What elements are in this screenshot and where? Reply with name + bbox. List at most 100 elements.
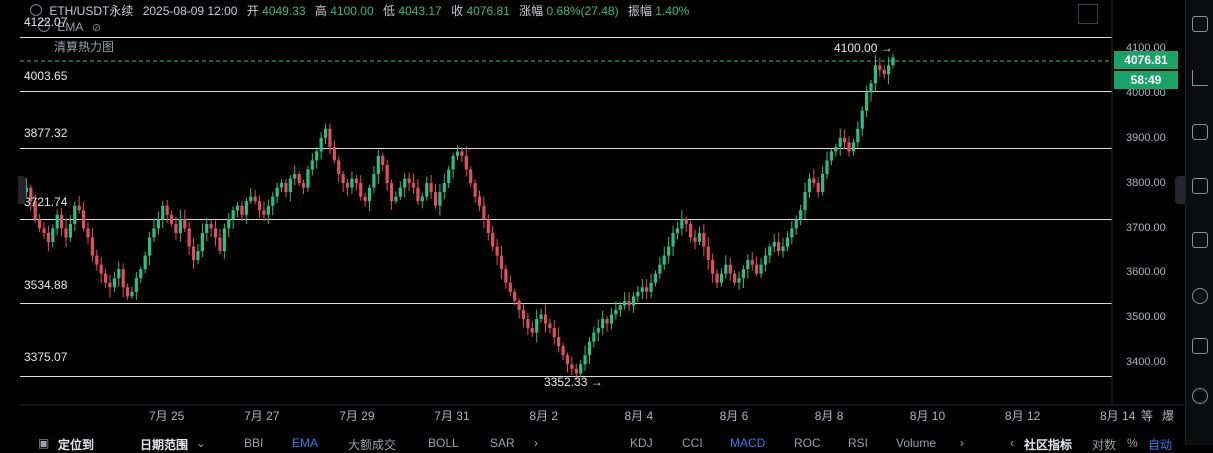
- candle[interactable]: [557, 327, 561, 353]
- candle[interactable]: [293, 165, 297, 186]
- candle[interactable]: [803, 182, 807, 219]
- candle[interactable]: [117, 261, 121, 287]
- candle[interactable]: [350, 171, 354, 194]
- candle[interactable]: [240, 200, 244, 222]
- candle[interactable]: [86, 222, 90, 244]
- candle[interactable]: [323, 123, 328, 145]
- candle[interactable]: [662, 246, 666, 270]
- candle[interactable]: [737, 271, 741, 290]
- refresh-icon[interactable]: [1192, 288, 1208, 304]
- candle[interactable]: [279, 179, 284, 193]
- heatmap-label[interactable]: 清算热力图: [54, 40, 115, 54]
- candle[interactable]: [385, 160, 389, 191]
- candle[interactable]: [73, 201, 77, 232]
- candle[interactable]: [68, 215, 72, 242]
- candle[interactable]: [112, 271, 116, 292]
- candle[interactable]: [834, 143, 838, 157]
- axis-mode-equal[interactable]: 等: [1141, 409, 1154, 423]
- axis-mode-liq[interactable]: 爆: [1162, 409, 1175, 423]
- candle[interactable]: [139, 266, 143, 284]
- tab-boll[interactable]: BOLL: [428, 436, 459, 450]
- candle[interactable]: [763, 247, 768, 272]
- candle[interactable]: [781, 237, 785, 258]
- candle[interactable]: [891, 53, 895, 69]
- candle[interactable]: [535, 309, 539, 343]
- candle[interactable]: [319, 132, 323, 160]
- candle[interactable]: [376, 150, 380, 184]
- candle[interactable]: [768, 243, 772, 263]
- candle[interactable]: [772, 234, 776, 253]
- clock-icon[interactable]: [1192, 388, 1208, 404]
- candle[interactable]: [416, 178, 420, 205]
- collapse-toggle-icon[interactable]: [30, 4, 42, 16]
- candle[interactable]: [684, 216, 688, 233]
- tab-macd[interactable]: MACD: [730, 436, 766, 450]
- candle[interactable]: [733, 270, 737, 286]
- candle[interactable]: [785, 231, 790, 252]
- candle[interactable]: [332, 140, 336, 164]
- candle[interactable]: [315, 146, 319, 169]
- list-icon[interactable]: [1192, 338, 1208, 354]
- candle[interactable]: [42, 222, 46, 240]
- candle[interactable]: [517, 297, 521, 319]
- tab-cci[interactable]: CCI: [682, 436, 703, 450]
- tab-ema[interactable]: EMA: [292, 436, 319, 450]
- candle[interactable]: [46, 225, 50, 252]
- candle[interactable]: [64, 218, 68, 248]
- mobile-icon[interactable]: [1192, 16, 1208, 32]
- candle[interactable]: [161, 200, 165, 228]
- candle[interactable]: [200, 223, 204, 257]
- candle[interactable]: [227, 212, 231, 238]
- candle[interactable]: [29, 184, 33, 211]
- candle[interactable]: [719, 268, 724, 287]
- candle[interactable]: [508, 275, 512, 297]
- candle[interactable]: [460, 146, 464, 163]
- tab-bbi[interactable]: BBI: [244, 436, 264, 450]
- candle[interactable]: [521, 303, 526, 328]
- candle[interactable]: [689, 220, 693, 243]
- candle[interactable]: [649, 273, 653, 299]
- candle[interactable]: [675, 222, 680, 240]
- candle[interactable]: [706, 236, 710, 270]
- candle[interactable]: [526, 312, 530, 336]
- candle[interactable]: [341, 171, 345, 193]
- candle[interactable]: [614, 301, 618, 320]
- candle[interactable]: [156, 211, 160, 235]
- ema-toggle-icon[interactable]: [38, 20, 50, 32]
- right-panel-collapse-handle[interactable]: [1175, 176, 1185, 204]
- candle[interactable]: [284, 179, 288, 198]
- candle[interactable]: [147, 231, 152, 266]
- candle[interactable]: [455, 145, 460, 160]
- tab-roc[interactable]: ROC: [794, 436, 821, 450]
- candle[interactable]: [645, 278, 649, 300]
- candle[interactable]: [579, 360, 583, 377]
- candle[interactable]: [354, 174, 358, 191]
- candle[interactable]: [389, 179, 394, 210]
- candle[interactable]: [403, 173, 407, 197]
- candle[interactable]: [108, 274, 112, 298]
- candle[interactable]: [130, 286, 134, 300]
- candle[interactable]: [310, 153, 314, 176]
- candle[interactable]: [821, 166, 825, 196]
- candle[interactable]: [504, 264, 508, 289]
- candle[interactable]: [869, 80, 873, 102]
- candle[interactable]: [429, 175, 433, 199]
- candle[interactable]: [482, 196, 486, 229]
- candle[interactable]: [631, 292, 636, 313]
- candle[interactable]: [495, 238, 499, 265]
- candle[interactable]: [253, 189, 257, 205]
- candle[interactable]: [807, 173, 812, 198]
- candle[interactable]: [759, 258, 763, 279]
- candle[interactable]: [548, 318, 552, 334]
- candle[interactable]: [702, 223, 706, 257]
- candle[interactable]: [249, 188, 253, 205]
- candle[interactable]: [24, 178, 28, 197]
- candle[interactable]: [165, 199, 169, 224]
- candle[interactable]: [587, 336, 592, 364]
- candle[interactable]: [477, 190, 482, 212]
- candle[interactable]: [671, 225, 675, 257]
- candle[interactable]: [191, 238, 196, 269]
- candle[interactable]: [711, 253, 715, 283]
- candle[interactable]: [882, 64, 886, 80]
- candle[interactable]: [464, 146, 468, 177]
